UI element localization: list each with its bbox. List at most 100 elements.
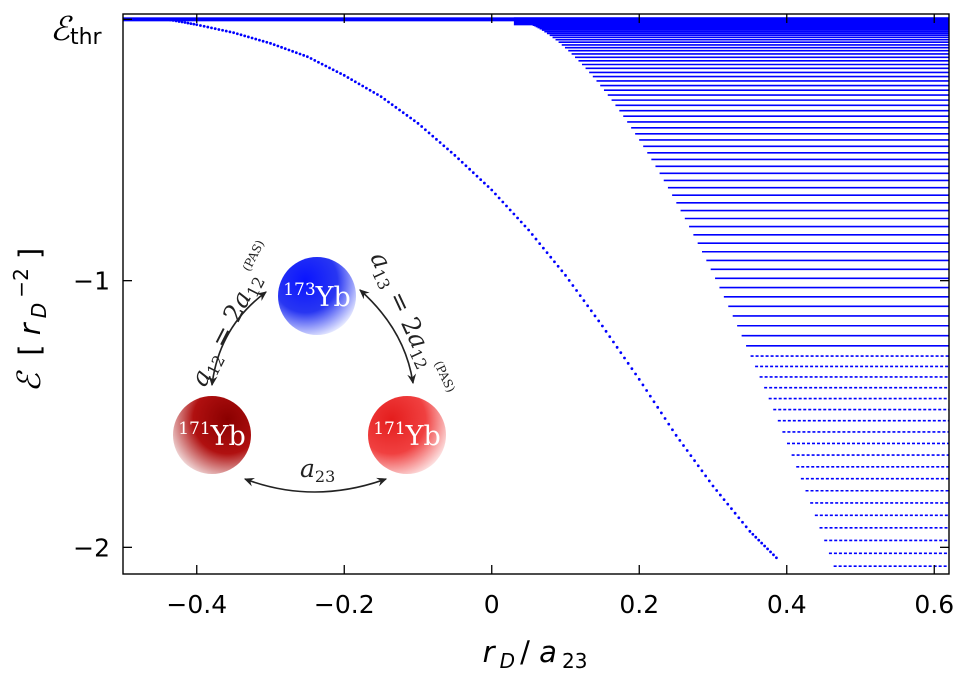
deep-level-point: [423, 128, 427, 132]
deep-level-point: [645, 389, 649, 392]
deep-level-point: [383, 97, 387, 101]
deep-level-point: [527, 228, 531, 232]
atom-173yb: [278, 257, 356, 335]
deep-level-point: [210, 26, 213, 30]
deep-level-point: [549, 255, 553, 259]
x-tick-label: −0.4: [166, 590, 227, 619]
deep-level-point: [221, 28, 224, 32]
deep-level-point: [287, 48, 291, 52]
deep-level-point: [460, 160, 464, 164]
x-tick-label: −0.2: [314, 590, 375, 619]
deep-level-point: [265, 40, 269, 44]
deep-level-point: [612, 340, 615, 344]
deep-level-point: [401, 111, 405, 115]
deep-level-point: [648, 394, 652, 398]
deep-level-point: [435, 137, 438, 141]
deep-level-point: [206, 25, 210, 29]
deep-level-point: [623, 356, 626, 360]
deep-level-point: [232, 31, 236, 35]
deep-level-point: [376, 93, 379, 96]
x-tick-label: 0.4: [767, 590, 807, 619]
deep-level-point: [446, 147, 449, 151]
deep-level-point: [726, 502, 730, 506]
deep-level-point: [294, 51, 298, 55]
deep-level-point: [553, 260, 556, 264]
deep-level-point: [600, 324, 604, 328]
deep-level-point: [674, 433, 678, 437]
deep-level-point: [682, 444, 685, 447]
deep-level-point: [372, 91, 376, 94]
y-axis-label: ℰ [ r D −2 ]: [9, 248, 51, 392]
deep-level-point: [508, 208, 512, 212]
deep-level-point: [420, 125, 424, 128]
deep-level-point: [350, 78, 354, 81]
deep-level-point: [280, 45, 283, 49]
deep-level-point: [715, 489, 719, 492]
deep-level-point: [468, 167, 472, 171]
deep-level-point: [335, 70, 339, 73]
deep-level-point: [405, 113, 409, 117]
deep-level-point: [228, 30, 232, 34]
deep-level-point: [534, 237, 538, 241]
deep-level-point: [364, 86, 368, 90]
deep-level-point: [663, 417, 667, 420]
deep-level-point: [246, 35, 250, 39]
deep-level-point: [283, 47, 287, 51]
deep-level-point: [630, 367, 634, 371]
deep-level-point: [261, 39, 265, 43]
deep-level-point: [361, 84, 365, 88]
deep-level-point: [775, 556, 778, 560]
y-tick-label: −1: [73, 267, 110, 296]
atom-171yb-right: [368, 396, 446, 474]
deep-level-point: [479, 178, 483, 182]
deep-level-point: [530, 233, 534, 236]
deep-level-point: [224, 29, 228, 33]
deep-level-point: [604, 329, 608, 333]
x-tick-label: 0.6: [914, 590, 954, 619]
deep-level-point: [258, 38, 261, 42]
deep-level-point: [186, 21, 190, 25]
deep-level-point: [567, 279, 571, 282]
deep-level-point: [737, 516, 741, 520]
deep-level-point: [457, 157, 460, 161]
deep-level-point: [328, 66, 331, 70]
deep-level-point: [615, 345, 619, 349]
deep-level-point: [379, 95, 383, 99]
deep-level-point: [593, 314, 597, 318]
deep-level-point: [320, 62, 324, 66]
deep-level-point: [564, 273, 567, 277]
plot-frame: [122, 13, 950, 575]
deep-level-point: [309, 57, 313, 60]
atom-171yb-left-label: 171Yb: [178, 419, 246, 452]
deep-level-point: [744, 525, 748, 529]
deep-level-point: [195, 23, 199, 27]
deep-level-point: [235, 32, 239, 36]
deep-level-point: [700, 469, 704, 473]
deep-level-point: [213, 27, 217, 31]
deep-level-point: [494, 192, 497, 196]
deep-level-point: [243, 34, 247, 38]
deep-level-point: [416, 121, 420, 125]
deep-level-point: [471, 171, 475, 175]
threshold-label: ℰthr: [50, 9, 103, 50]
deep-level-point: [368, 88, 372, 92]
deep-level-point: [571, 284, 575, 287]
deep-level-point: [269, 41, 272, 45]
deep-level-point: [652, 400, 656, 404]
bond-label-23: a23: [300, 454, 335, 486]
deep-level-point: [431, 134, 435, 138]
deep-level-point: [353, 80, 357, 84]
threshold-band-dense: [513, 17, 949, 26]
deep-level-point: [453, 153, 457, 157]
deep-level-point: [722, 498, 726, 501]
deep-level-point: [317, 60, 320, 64]
deep-level-point: [589, 309, 593, 313]
deep-level-point: [772, 553, 775, 557]
deep-level-point: [545, 251, 549, 255]
deep-level-point: [199, 24, 202, 27]
deep-level-point: [501, 200, 505, 204]
deep-level-point: [339, 72, 342, 75]
deep-level-point: [769, 550, 772, 554]
deep-level-point: [250, 36, 254, 40]
